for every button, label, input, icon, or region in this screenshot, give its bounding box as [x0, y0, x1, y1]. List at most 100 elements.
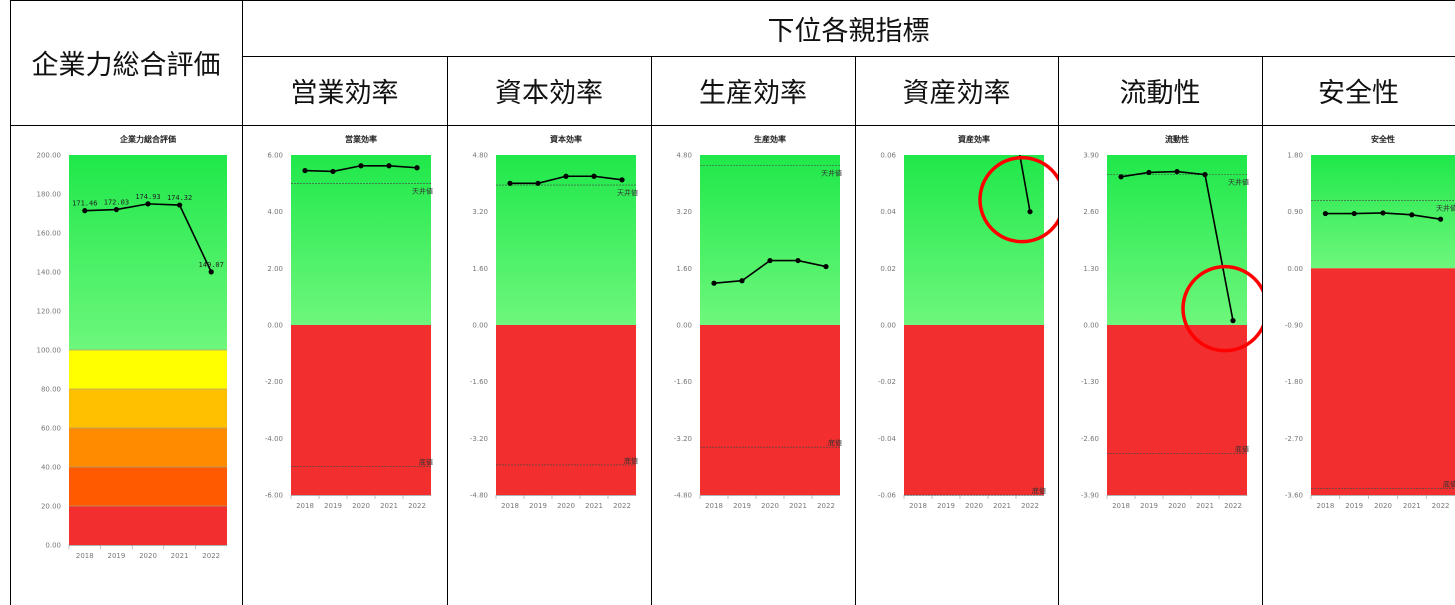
- x-tick-label: 2021: [171, 552, 189, 560]
- y-tick-label: 2.60: [1083, 208, 1099, 216]
- band-green: [291, 155, 431, 325]
- data-label: 172.03: [104, 199, 129, 207]
- y-tick-label: 0.04: [880, 208, 896, 216]
- y-tick-label: 0.00: [1287, 265, 1303, 273]
- header-production-efficiency: 生産効率: [699, 78, 807, 109]
- chart-title: 資本効率: [550, 134, 582, 144]
- y-tick-label: 2.00: [267, 265, 283, 273]
- data-point: [386, 163, 392, 169]
- data-point: [823, 263, 829, 270]
- chart-title: 資産効率: [958, 134, 990, 144]
- y-tick-label: -1.80: [1285, 378, 1303, 386]
- chart-operating-efficiency: 営業効率 6.00 4.00 2.00 0.00 -2.00 -4.00 -6.00 2018 2…: [265, 134, 433, 510]
- chart-overall-evaluation: 企業力総合評価 0.00 20.00 40.00 60.00 80.00 100.00 120…: [37, 134, 227, 560]
- data-point: [1174, 168, 1180, 175]
- data-point: [208, 269, 214, 275]
- series-group: [711, 257, 829, 286]
- highlight-circle: [978, 155, 1058, 244]
- floor-label: 底値: [828, 438, 842, 447]
- y-tick-label: 0.00: [676, 322, 692, 330]
- chart-title: 生産効率: [754, 134, 786, 144]
- data-point: [1322, 210, 1328, 217]
- y-tick-label: -4.80: [674, 492, 692, 500]
- band-red: [69, 506, 227, 545]
- y-tick-label: 0.00: [1083, 322, 1099, 330]
- band-red: [700, 325, 840, 495]
- data-point: [1409, 212, 1415, 218]
- band-red: [904, 325, 1044, 495]
- x-tick-label: 2020: [965, 502, 983, 510]
- chart-panel-safety: 安全性 1.80 0.90 0.00 -0.90 -1.80 -2.70 -3.60 2018 2…: [1263, 125, 1455, 605]
- x-tick-label: 2018: [909, 502, 927, 510]
- ceiling-label: 天井値: [617, 188, 638, 197]
- y-tick-label: -1.30: [1081, 378, 1099, 386]
- data-point: [330, 168, 336, 175]
- y-tick-label: 1.80: [1287, 152, 1303, 160]
- x-tick-label: 2019: [324, 502, 342, 510]
- highlight-circle: [1181, 264, 1262, 353]
- x-tick-label: 2018: [1316, 502, 1334, 510]
- data-label: 174.93: [135, 193, 160, 201]
- data-point: [302, 167, 308, 174]
- data-point: [711, 280, 717, 286]
- x-tick-label: 2020: [1168, 502, 1186, 510]
- header-asset-efficiency: 資産効率: [902, 78, 1011, 109]
- chart-title: 営業効率: [345, 134, 377, 144]
- y-tick-label: 1.60: [676, 265, 692, 273]
- ceiling-label: 天井値: [412, 186, 433, 195]
- ceiling-label: 天井値: [1436, 203, 1455, 212]
- y-tick-label: 3.20: [472, 208, 488, 216]
- y-tick-label: 200.00: [37, 152, 62, 160]
- floor-label: 底値: [1235, 445, 1249, 454]
- series-group: [1118, 168, 1236, 324]
- x-tick-label: 2022: [1224, 502, 1242, 510]
- data-point: [1118, 174, 1124, 180]
- y-tick-label: 1.30: [1083, 265, 1099, 273]
- x-tick-label: 2020: [557, 502, 575, 510]
- band-green: [1107, 155, 1247, 325]
- x-tick-label: 2021: [585, 502, 603, 510]
- data-point: [1380, 210, 1386, 216]
- x-tick-label: 2022: [817, 502, 835, 510]
- y-tick-label: 1.60: [472, 265, 488, 273]
- data-point: [1146, 169, 1152, 176]
- chart-panel-asset: 資産効率 0.06 0.04 0.02 0.00 -0.02 -0.04 -0.06 2018 2…: [856, 125, 1058, 605]
- y-tick-label: -6.00: [265, 492, 283, 500]
- floor-label: 底値: [624, 456, 638, 465]
- header-capital-efficiency: 資本効率: [495, 78, 603, 109]
- data-point: [177, 202, 183, 208]
- y-tick-label: 6.00: [267, 152, 283, 160]
- header-liquidity: 流動性: [1119, 78, 1201, 109]
- data-point: [113, 206, 119, 213]
- y-tick-label: 3.90: [1083, 152, 1099, 160]
- x-tick-label: 2018: [76, 552, 94, 560]
- y-tick-label: -3.90: [1081, 492, 1099, 500]
- y-tick-label: 100.00: [37, 347, 62, 355]
- data-point: [1027, 209, 1033, 215]
- band-green: [700, 155, 840, 325]
- header-sub-indicators: 下位各親指標: [767, 15, 930, 47]
- y-tick-label: -2.70: [1285, 435, 1303, 443]
- x-tick-label: 2020: [352, 502, 370, 510]
- data-point: [82, 208, 88, 214]
- data-point: [739, 278, 745, 284]
- band-red: [1107, 325, 1247, 495]
- chart-title: 流動性: [1165, 134, 1189, 144]
- header-operating-efficiency: 営業効率: [290, 78, 399, 109]
- series-group: [82, 201, 214, 275]
- y-tick-label: 0.00: [267, 322, 283, 330]
- x-tick-label: 2021: [380, 502, 398, 510]
- y-tick-label: -0.04: [878, 435, 897, 443]
- y-tick-label: 0.00: [472, 322, 488, 330]
- data-point: [619, 177, 625, 183]
- y-tick-label: 80.00: [41, 386, 61, 394]
- y-tick-label: 3.20: [676, 208, 692, 216]
- y-tick-label: 0.06: [880, 152, 896, 160]
- chart-title: 安全性: [1371, 134, 1395, 144]
- y-tick-label: -0.06: [878, 492, 897, 500]
- y-tick-label: -3.60: [1285, 492, 1303, 500]
- y-tick-label: 140.00: [37, 269, 62, 277]
- chart-asset-efficiency: 資産効率 0.06 0.04 0.02 0.00 -0.02 -0.04 -0.06 2018 2…: [878, 134, 1058, 510]
- x-tick-label: 2022: [613, 502, 631, 510]
- y-tick-label: 0.00: [880, 322, 896, 330]
